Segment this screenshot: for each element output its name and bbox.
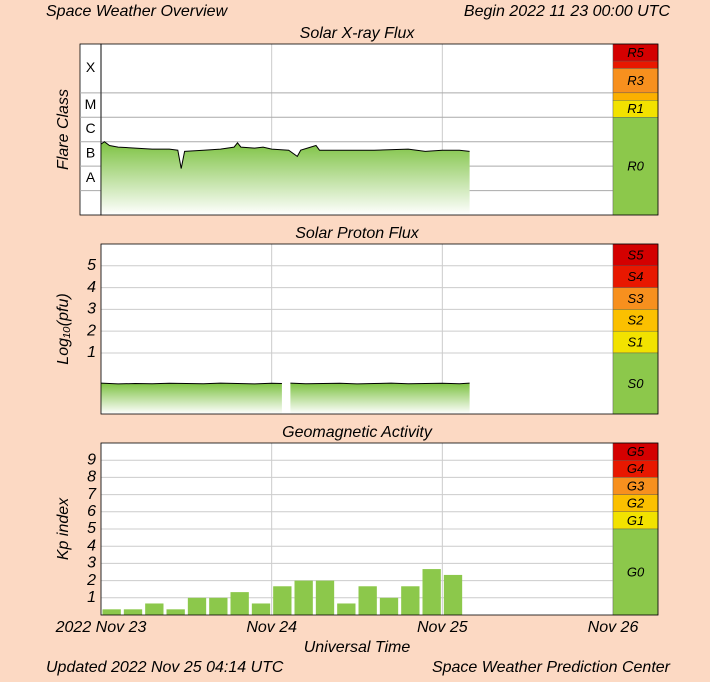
kp-bar <box>358 586 377 615</box>
scale-label: G1 <box>627 513 644 528</box>
y-tick-label: 5 <box>87 520 96 537</box>
scale-label: S0 <box>628 376 645 391</box>
x-tick-label: 2022 Nov 23 <box>55 619 147 636</box>
y-tick-label: 5 <box>87 257 96 274</box>
kp-bar <box>273 586 292 615</box>
kp-bar <box>209 597 228 615</box>
scale-label: R0 <box>627 159 644 174</box>
x-axis-label: Universal Time <box>304 639 411 656</box>
y-tick-label: 4 <box>87 279 96 296</box>
panel-title: Solar X-ray Flux <box>300 25 416 42</box>
y-tick-label: 3 <box>87 555 96 572</box>
plot-frame <box>100 243 659 415</box>
kp-bar <box>187 597 207 615</box>
scale-label: S2 <box>628 313 645 328</box>
y-axis-label: Kp index <box>55 497 72 560</box>
scale-label: R5 <box>627 45 644 60</box>
y-tick-label: 1 <box>87 589 96 606</box>
flux-area <box>101 141 470 215</box>
flare-class-label: B <box>86 145 95 161</box>
y-axis-label: Flare Class <box>55 89 72 170</box>
kp-bar <box>422 569 441 615</box>
scale-label: G3 <box>627 478 645 493</box>
scale-label: G0 <box>627 564 645 579</box>
flare-class-label: C <box>85 120 95 136</box>
flare-class-label: M <box>85 96 97 112</box>
scale-segment <box>612 60 659 69</box>
y-tick-label: 6 <box>87 503 96 520</box>
scale-label: S1 <box>628 335 644 350</box>
y-tick-label: 2 <box>86 322 96 339</box>
y-tick-label: 8 <box>87 469 96 486</box>
scale-label: S3 <box>628 291 645 306</box>
y-tick-label: 1 <box>87 344 96 361</box>
y-axis-label: Log₁₀(pfu) <box>55 293 72 364</box>
plot-frame <box>100 43 659 216</box>
flare-class-label: A <box>86 169 96 185</box>
kp-bar <box>166 609 185 615</box>
y-tick-label: 2 <box>86 572 96 589</box>
scale-segment <box>612 352 659 415</box>
scale-label: S4 <box>628 269 644 284</box>
plot-frame <box>100 442 659 616</box>
scale-label: S5 <box>628 247 645 262</box>
flux-line <box>100 141 470 169</box>
kp-bar <box>251 603 271 615</box>
scale-segment <box>612 68 659 94</box>
kp-bar <box>294 580 313 615</box>
x-tick-label: Nov 26 <box>588 619 639 636</box>
scale-label: R1 <box>627 101 644 116</box>
kp-bar <box>145 603 164 615</box>
y-tick-label: 4 <box>87 537 96 554</box>
scale-label: G2 <box>627 496 645 511</box>
scale-label: R3 <box>627 73 644 88</box>
scale-segment <box>612 92 659 101</box>
updated-time: Updated 2022 Nov 25 04:14 UTC <box>46 659 284 676</box>
kp-bar <box>315 580 335 615</box>
panel-title: Solar Proton Flux <box>295 225 420 242</box>
kp-bar <box>230 592 249 615</box>
kp-bar <box>443 574 463 615</box>
scale-label: G5 <box>627 444 645 459</box>
y-tick-label: 3 <box>87 301 96 318</box>
panel-title: Geomagnetic Activity <box>282 424 433 441</box>
source: Space Weather Prediction Center <box>432 659 671 676</box>
flux-area <box>101 383 470 414</box>
flux-line <box>100 382 470 385</box>
kp-bar <box>401 586 420 615</box>
page-title: Space Weather Overview <box>46 3 229 20</box>
begin-time: Begin 2022 11 23 00:00 UTC <box>464 3 671 20</box>
scale-label: G4 <box>627 461 644 476</box>
kp-bar <box>337 603 356 615</box>
kp-bar <box>123 609 143 615</box>
x-tick-label: Nov 25 <box>417 619 468 636</box>
x-tick-label: Nov 24 <box>246 619 297 636</box>
flare-class-label: X <box>86 59 96 75</box>
kp-bar <box>102 609 121 615</box>
kp-bar <box>379 597 399 615</box>
y-tick-label: 9 <box>87 451 96 468</box>
y-tick-label: 7 <box>87 486 97 503</box>
